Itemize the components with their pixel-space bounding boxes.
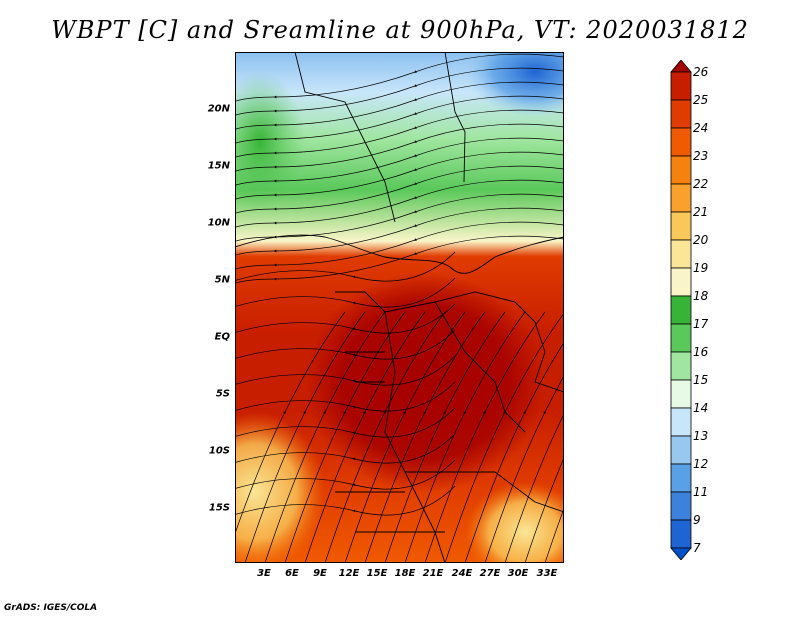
colorbar-label: 12 <box>693 457 709 471</box>
colorbar-label: 15 <box>693 373 709 387</box>
colorbar-label: 16 <box>693 345 709 359</box>
colorbar-label: 9 <box>693 513 701 527</box>
lat-label-15s: 15S <box>208 502 230 514</box>
colorbar-segment <box>670 379 692 409</box>
lon-label-21e: 21E <box>422 568 444 579</box>
colorbar-segment <box>670 407 692 437</box>
map-canvas <box>235 52 564 563</box>
lon-label-15e: 15E <box>366 568 388 579</box>
colorbar-segment <box>670 155 692 185</box>
colorbar-label: 20 <box>693 233 709 247</box>
lon-label-30e: 30E <box>507 568 529 579</box>
colorbar-label: 25 <box>693 93 709 107</box>
streamline <box>235 407 456 438</box>
streamline <box>235 277 456 308</box>
streamline <box>235 433 456 464</box>
colorbar-segment <box>670 295 692 325</box>
colorbar-label: 17 <box>693 317 709 331</box>
country-borders <box>235 52 564 563</box>
streamline <box>284 311 406 563</box>
colorbar-label: 13 <box>693 429 709 443</box>
streamline <box>464 341 564 563</box>
streamline <box>235 251 456 282</box>
colorbar-segment <box>670 323 692 353</box>
cool-region-southwest <box>235 412 325 563</box>
lon-label-27e: 27E <box>479 568 501 579</box>
streamline <box>235 311 346 535</box>
colorbar-segment <box>670 127 692 157</box>
colorbar-top-arrow <box>670 60 692 73</box>
warm-core-region <box>305 272 545 492</box>
streamline <box>424 311 546 563</box>
streamline <box>304 311 426 563</box>
colorbar-label: 19 <box>693 261 709 275</box>
streamline <box>344 311 466 563</box>
cold-region-northeast <box>465 52 564 117</box>
colorbar-label: 23 <box>693 149 709 163</box>
lat-label-15n: 15N <box>207 160 230 172</box>
streamline <box>235 235 564 284</box>
lat-label-10s: 10S <box>208 445 230 457</box>
streamline <box>235 303 456 334</box>
streamline <box>235 329 456 360</box>
streamline <box>504 410 564 563</box>
streamline <box>235 355 456 386</box>
lat-label-eq: EQ <box>214 331 230 343</box>
colorbar-segment <box>670 491 692 521</box>
map-frame <box>235 52 564 563</box>
streamline <box>524 456 564 563</box>
colorbar-segment <box>670 519 692 549</box>
chart-title: WBPT [C] and Sreamline at 900hPa, VT: 20… <box>51 16 749 44</box>
lon-label-24e: 24E <box>451 568 473 579</box>
colorbar-label: 18 <box>693 289 709 303</box>
colorbar-segment <box>670 71 692 101</box>
lat-label-5n: 5N <box>214 274 230 286</box>
colorbar-bottom-arrow <box>670 547 692 560</box>
lat-label-10n: 10N <box>207 217 230 229</box>
colorbar-label: 24 <box>693 121 709 135</box>
colorbar-label: 21 <box>693 205 709 219</box>
streamline <box>404 311 526 563</box>
streamline <box>484 375 564 563</box>
colorbar-segment <box>670 211 692 241</box>
streamline <box>244 311 366 563</box>
colorbar-segment <box>670 99 692 129</box>
colorbar-segment <box>670 435 692 465</box>
colorbar-label: 22 <box>693 177 709 191</box>
streamline <box>544 507 564 563</box>
colorbar-segment <box>670 351 692 381</box>
streamline <box>235 459 456 490</box>
colorbar-label: 11 <box>693 485 709 499</box>
lon-label-18e: 18E <box>394 568 416 579</box>
lat-label-5s: 5S <box>215 388 230 400</box>
colorbar-label: 7 <box>693 541 701 555</box>
lon-label-3e: 3E <box>257 568 271 579</box>
streamline-layer <box>235 53 564 563</box>
cool-region-southeast <box>465 482 564 563</box>
lon-label-6e: 6E <box>285 568 299 579</box>
colorbar-segment <box>670 463 692 493</box>
lon-label-9e: 9E <box>313 568 327 579</box>
colorbar-segment <box>670 183 692 213</box>
lat-label-20n: 20N <box>207 103 230 115</box>
streamline <box>235 381 456 412</box>
colorbar-segment <box>670 267 692 297</box>
map-panel <box>235 52 564 563</box>
lon-label-12e: 12E <box>338 568 360 579</box>
colorbar-label: 14 <box>693 401 709 415</box>
colorbar-label: 26 <box>693 65 709 79</box>
grads-credit: GrADS: IGES/COLA <box>4 603 98 613</box>
streamline <box>364 311 486 563</box>
streamline <box>264 311 386 563</box>
streamline <box>235 485 456 516</box>
lon-label-33e: 33E <box>536 568 558 579</box>
colorbar-segment <box>670 239 692 269</box>
colorbar <box>670 60 692 560</box>
streamline <box>324 311 446 563</box>
